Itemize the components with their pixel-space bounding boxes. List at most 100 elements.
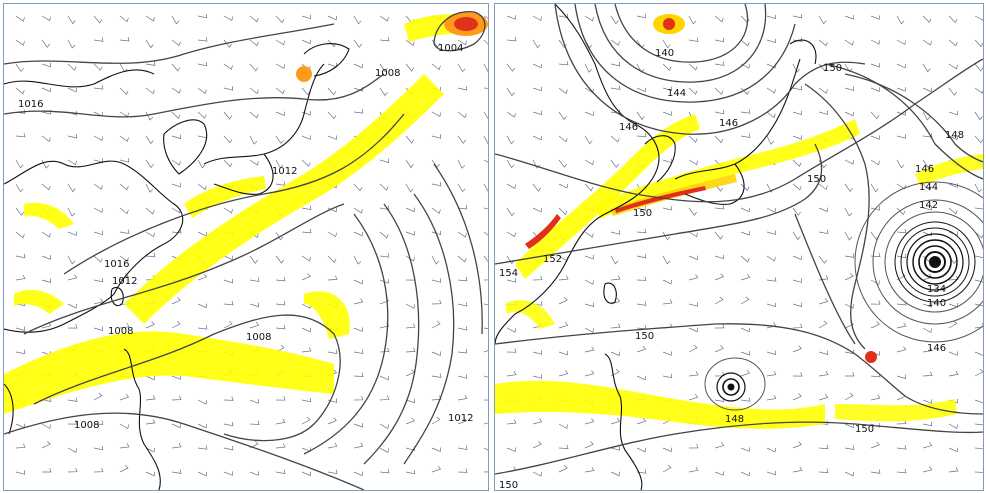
wind-barb <box>483 207 488 210</box>
wind-barb <box>223 207 233 214</box>
wind-barb <box>41 278 52 283</box>
wind-barb <box>948 63 958 70</box>
wind-barb <box>792 302 802 308</box>
wind-barb <box>145 207 155 215</box>
wind-barb <box>67 133 78 139</box>
wind-barb <box>457 205 468 210</box>
wind-barb <box>532 39 541 49</box>
wind-barb <box>974 445 983 450</box>
wind-barb <box>896 134 907 139</box>
height-label: 150 <box>855 424 874 435</box>
wind-barb <box>15 159 24 169</box>
wind-barb <box>766 322 777 329</box>
wind-barb <box>974 111 983 121</box>
wind-barb <box>506 63 515 72</box>
wind-barb <box>67 303 77 309</box>
wind-barb <box>223 279 233 284</box>
wind-barb <box>948 275 959 281</box>
wind-barb <box>922 159 931 168</box>
wind-barb <box>896 183 906 190</box>
wind-barb <box>844 111 854 117</box>
wind-barb <box>483 327 488 329</box>
wind-barb <box>145 61 156 66</box>
wind-barb <box>171 423 181 429</box>
wind-barb <box>93 85 104 90</box>
wind-barb <box>688 207 697 216</box>
wind-barb <box>379 15 389 22</box>
wind-barb <box>610 135 620 143</box>
wind-barb <box>558 60 569 66</box>
wind-barb <box>379 279 389 284</box>
wind-barb <box>974 323 983 329</box>
height-label: 144 <box>667 88 686 99</box>
wind-barb <box>896 322 907 329</box>
wind-barb <box>662 351 672 356</box>
wind-barb <box>896 15 905 25</box>
wind-barb <box>67 447 77 453</box>
wind-barb <box>792 255 802 261</box>
wind-barb <box>145 231 155 238</box>
wind-barb <box>379 423 389 430</box>
pressure-label: 1012 <box>112 276 137 287</box>
wind-barb <box>584 111 594 116</box>
wind-barb <box>922 111 931 121</box>
height-label: 140 <box>655 48 674 59</box>
wind-barb <box>119 135 129 142</box>
wind-barb <box>275 301 286 306</box>
wind-barb <box>662 158 672 164</box>
wind-barb <box>688 344 698 353</box>
wind-barb <box>792 466 803 473</box>
wind-barb <box>610 323 621 329</box>
wind-barb <box>818 320 828 329</box>
wind-barb <box>379 183 389 191</box>
wind-barb <box>197 183 207 191</box>
wind-barb <box>119 158 130 163</box>
wind-barb <box>171 182 181 188</box>
wind-barb <box>610 39 620 46</box>
wind-barb <box>948 15 958 24</box>
wind-barb <box>974 399 983 404</box>
wind-barb <box>119 87 129 95</box>
wind-barb <box>15 274 26 281</box>
wind-barb <box>948 320 958 329</box>
wind-barb <box>457 255 467 263</box>
wind-barb <box>636 253 647 259</box>
wind-barb <box>249 255 258 264</box>
wind-barb <box>532 441 542 449</box>
wind-barb <box>792 207 801 216</box>
wind-barb <box>197 423 207 429</box>
wind-barb <box>15 63 24 72</box>
pressure-labels: 1004 1008 1016 1012 1012 1008 1008 1016 … <box>18 43 473 431</box>
wind-barb <box>67 15 76 25</box>
wind-barb <box>844 63 853 73</box>
wind-barb <box>974 87 983 94</box>
coastlines <box>495 4 817 490</box>
wind-barb <box>688 371 699 377</box>
wind-barb <box>792 372 803 377</box>
wind-barb <box>301 416 311 425</box>
wind-barb <box>844 15 854 20</box>
wind-barb <box>119 15 129 23</box>
wind-barb <box>688 87 698 95</box>
pressure-label: 1008 <box>375 68 400 79</box>
wind-barb <box>896 419 907 425</box>
wind-barb <box>171 159 181 166</box>
wind-barb <box>974 303 983 307</box>
wind-barb <box>93 420 104 425</box>
wind-barb <box>275 418 286 425</box>
wind-barb <box>197 399 207 405</box>
wind-barb <box>145 375 155 381</box>
wind-barb <box>431 181 442 187</box>
wind-barb <box>922 183 932 191</box>
wind-barb <box>223 111 233 120</box>
wind-barb <box>740 183 750 192</box>
wind-barb <box>353 255 362 265</box>
wind-barb <box>327 111 337 120</box>
wind-barb <box>922 303 932 308</box>
wind-barb <box>740 471 750 477</box>
wind-barb <box>922 39 932 46</box>
wind-barb <box>506 111 516 118</box>
height-label: 134 <box>927 284 946 295</box>
wind-barb <box>766 135 775 145</box>
